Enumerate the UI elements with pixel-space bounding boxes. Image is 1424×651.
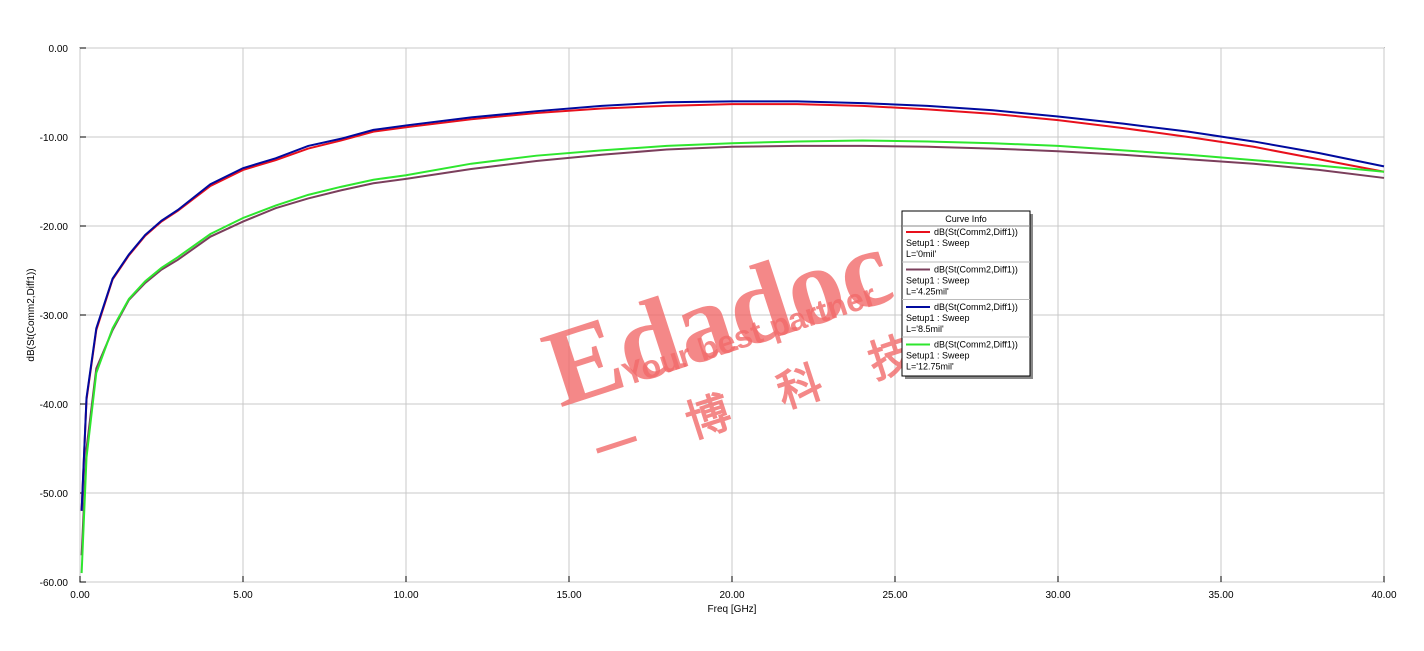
legend-setup: Setup1 : Sweep <box>906 351 970 361</box>
legend-setup: Setup1 : Sweep <box>906 238 970 248</box>
x-tick-label: 25.00 <box>882 590 907 601</box>
legend-setup: Setup1 : Sweep <box>906 276 970 286</box>
x-tick-label: 20.00 <box>719 590 744 601</box>
legend-title: Curve Info <box>945 214 987 224</box>
y-tick-label: -40.00 <box>40 400 69 411</box>
x-tick-label: 10.00 <box>393 590 418 601</box>
y-tick-label: -50.00 <box>40 489 69 500</box>
legend-param: L='12.75mil' <box>906 362 954 372</box>
x-axis-label: Freq [GHz] <box>708 604 757 615</box>
y-tick-label: -30.00 <box>40 311 69 322</box>
legend-name: dB(St(Comm2,Diff1)) <box>934 265 1018 275</box>
x-tick-label: 5.00 <box>233 590 253 601</box>
y-tick-label: -20.00 <box>40 222 69 233</box>
legend-name: dB(St(Comm2,Diff1)) <box>934 302 1018 312</box>
y-tick-label: 0.00 <box>49 44 69 55</box>
y-tick-label: -10.00 <box>40 133 69 144</box>
x-tick-label: 0.00 <box>70 590 90 601</box>
y-axis-label: dB(St(Comm2,Diff1)) <box>26 268 37 361</box>
legend-name: dB(St(Comm2,Diff1)) <box>934 227 1018 237</box>
x-tick-label: 30.00 <box>1045 590 1070 601</box>
x-tick-label: 15.00 <box>556 590 581 601</box>
legend-box <box>901 210 1031 377</box>
legend-param: L='8.5mil' <box>906 324 944 334</box>
y-tick-label: -60.00 <box>40 578 69 589</box>
x-tick-label: 40.00 <box>1371 590 1396 601</box>
legend-name: dB(St(Comm2,Diff1)) <box>934 340 1018 350</box>
series-line <box>80 144 1385 556</box>
series-line <box>80 100 1385 511</box>
legend-setup: Setup1 : Sweep <box>906 313 970 323</box>
series-line <box>80 139 1385 574</box>
x-tick-label: 35.00 <box>1208 590 1233 601</box>
legend-param: L='4.25mil' <box>906 287 949 297</box>
legend-param: L='0mil' <box>906 249 936 259</box>
